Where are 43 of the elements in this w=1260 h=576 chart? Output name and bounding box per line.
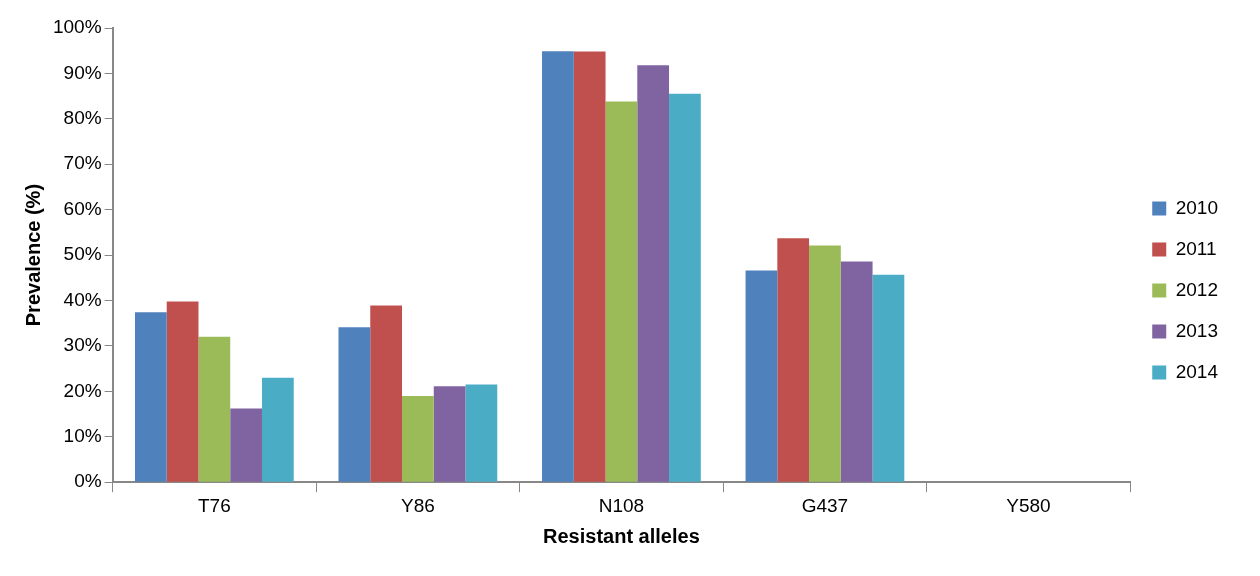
bar [872,274,905,482]
y-tick-label: 0% [74,470,102,492]
y-axis-title: Prevalence (%) [21,183,44,327]
y-tick-label: 20% [63,379,102,401]
legend-label: 2011 [1175,237,1217,259]
y-tick-label: 40% [63,288,102,310]
y-tick-label: 100% [52,16,102,38]
bar [465,384,498,482]
bar [669,93,701,482]
y-tick-label: 10% [63,425,102,447]
bar [637,65,670,482]
bar [261,377,294,482]
bar [573,51,606,482]
x-tick-label: Y86 [400,494,435,516]
bar [745,270,778,482]
bar [402,395,434,482]
y-tick-label: 70% [63,152,102,174]
x-tick-label: Y580 [1006,494,1051,516]
bar [338,327,371,482]
y-tick-label: 30% [63,334,102,356]
bar [433,386,466,482]
bar [166,301,199,482]
bar [542,51,574,482]
x-tick-label: G437 [801,494,849,516]
y-tick-label: 50% [63,243,102,265]
bar [230,408,262,482]
bar [840,261,873,482]
bar [134,312,167,482]
bar [198,336,231,482]
x-axis-title: Resistant alleles [543,524,700,547]
legend-label: 2010 [1175,196,1219,218]
legend-label: 2014 [1175,360,1219,382]
bar [605,101,638,482]
bar [777,238,810,482]
bar [370,305,403,482]
y-tick-label: 60% [63,197,102,219]
legend-label: 2012 [1175,278,1219,300]
legend-label: 2013 [1175,319,1219,341]
bar [809,245,841,482]
x-tick-label: N108 [598,494,645,516]
y-tick-label: 80% [63,107,102,129]
x-tick-label: T76 [197,494,231,516]
y-tick-label: 90% [63,61,102,83]
